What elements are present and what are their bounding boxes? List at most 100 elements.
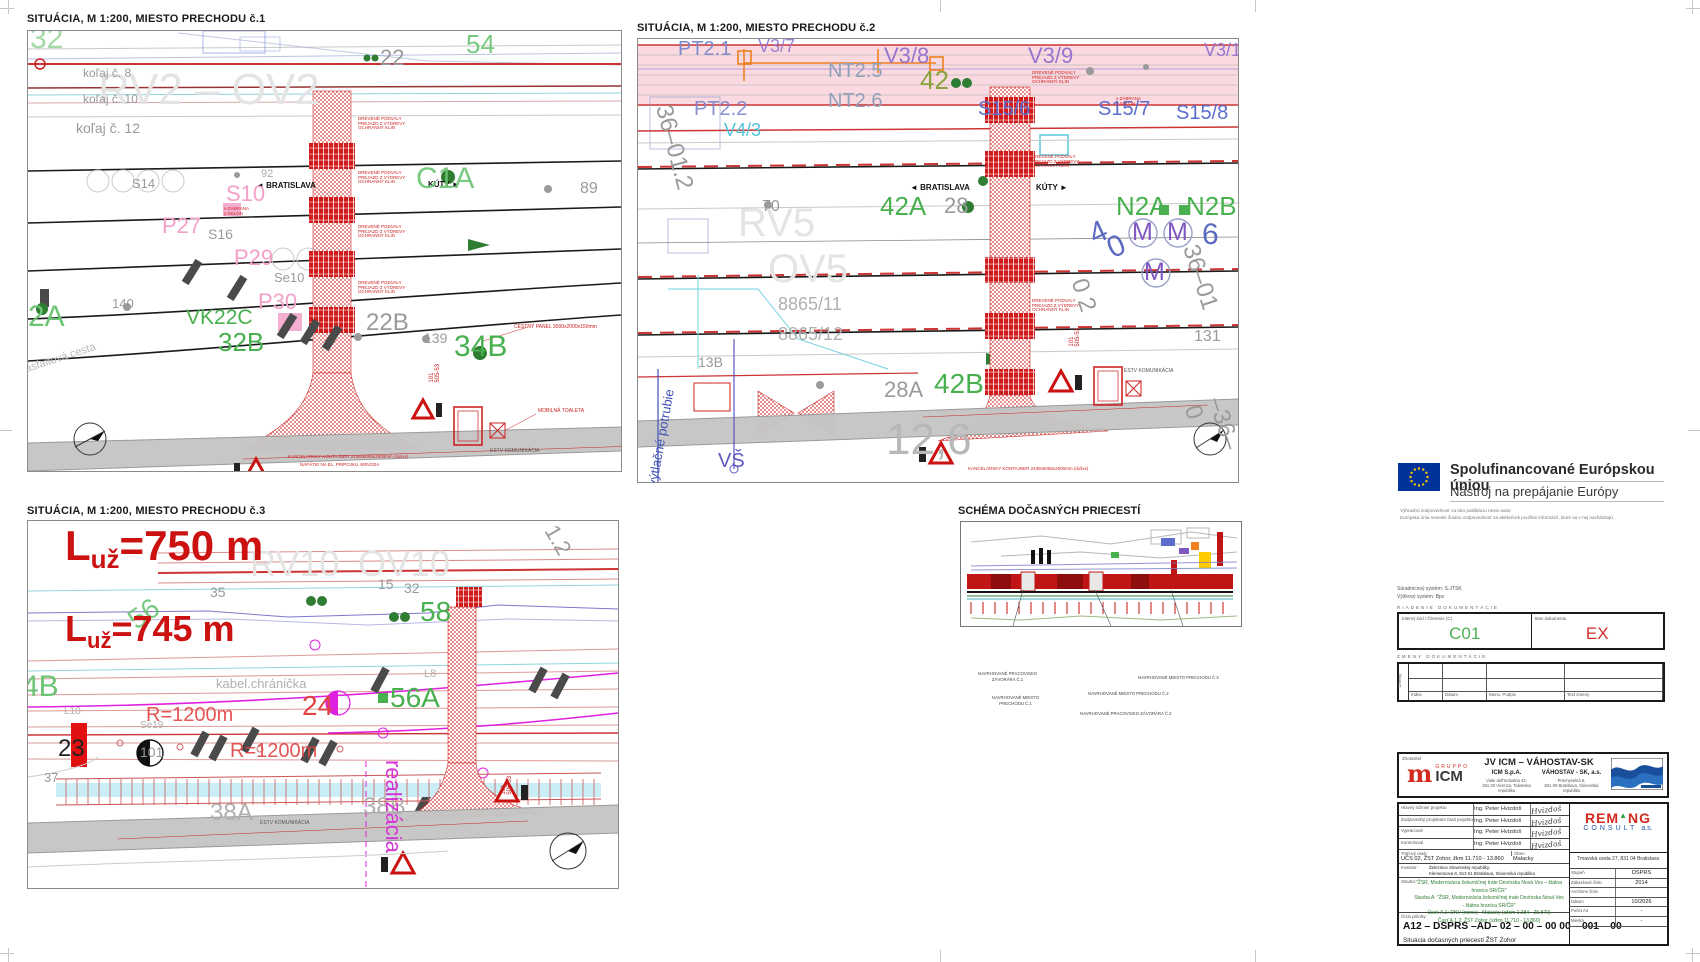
approval-row: Kontroloval Ing. Peter Hvizdoš Hvizdoš <box>1399 838 1569 850</box>
title-block-left: Hlavný inžinier projektu Ing. Peter Hviz… <box>1399 804 1622 944</box>
label-m3: M <box>1144 258 1165 286</box>
changes-col-name: Meno, Podpis <box>1487 691 1565 700</box>
crop-mark <box>8 0 9 14</box>
reming-as-text: a.s. <box>1641 824 1653 832</box>
approval-row: Hlavný inžinier projektu Ing. Peter Hviz… <box>1399 804 1569 816</box>
label-131: 131 <box>1194 328 1221 345</box>
label-42: 42 <box>920 65 949 95</box>
investor-value2: Klemensova 8, 813 61 Bratislava, Slovens… <box>1429 871 1535 876</box>
label-m1: M <box>1132 218 1153 246</box>
label-42b: 42B <box>934 368 984 399</box>
reming-triangle-icon: ▲ <box>1619 811 1629 820</box>
schema-title: SCHÉMA DOČASNÝCH PRIECESTÍ <box>958 505 1141 517</box>
callout-prechod-2: NAVRHOVANÉ MIESTO PRECHODU Č.2 <box>1088 691 1169 696</box>
field-row: Stupeň DSPRS <box>1569 869 1667 879</box>
label-s158: S15/8 <box>1176 102 1229 124</box>
ann-zabrana: x-ZÁBRANA y-SKLON <box>1116 96 1142 106</box>
label-s157: S15/7 <box>1098 98 1151 120</box>
internal-code-value: C01 <box>1449 624 1481 643</box>
crop-mark <box>1692 948 1693 962</box>
ann-drevene-podvaly: DREVENÉ PODVALY PREJAZD Z VÝDREVY OCHRAN… <box>358 116 406 131</box>
schema-drawing <box>961 522 1241 626</box>
role-label: Vypracoval <box>1399 827 1474 838</box>
plan3-panel: 35 RV10 OV10 15 32 58 56 1.2 kabel.chránička L8 24… <box>27 520 619 889</box>
doc-changes-header: ZMENY DOKUMENTÁCIE <box>1397 654 1488 659</box>
field-row: Mierka - <box>1569 916 1667 927</box>
label-6: 6 <box>1202 218 1219 251</box>
label-38a: 38A <box>210 799 253 826</box>
icm-company-addr1: Viale dell'Industria 42, <box>1486 777 1527 783</box>
investor-row: Investor: Železnice Slovenskej republiky… <box>1399 864 1569 878</box>
label-28a: 28A <box>884 377 924 402</box>
ghost-rv2-ov2: RV2 – OV2 <box>98 65 320 114</box>
document-code: A12 – DSPRS –AD– 02 – 00 – 00 00 – 001 –… <box>1403 921 1622 932</box>
doc-control-block: Súradnicový systém: S-JTSK Výškový systé… <box>1397 586 1665 702</box>
fold-mark <box>1255 950 1256 962</box>
label-nt26: NT2.6 <box>828 90 883 112</box>
label-8865-12: 8865/12 <box>778 324 844 344</box>
label-n2b: N2B <box>1186 191 1237 221</box>
ann-cestny-panel: CESTNÝ PANEL 3000x2000x150mm <box>514 324 597 330</box>
ann-drevene-podvaly: DREVENÉ PODVALY PREJAZD Z VÝDREVY OCHRAN… <box>1032 154 1080 169</box>
ann-stanicenie: 101 505-53 <box>1069 327 1082 347</box>
vahostav-company-addr1: Priemyselná 6, <box>1557 777 1586 783</box>
investor-label: Investor: <box>1401 865 1418 870</box>
label-nt25: NT2.5 <box>828 60 883 82</box>
ann-drevene-podvaly: DREVENÉ PODVALY PREJAZD Z VÝDREVY OCHRAN… <box>358 280 406 295</box>
track-12-label: koľaj č. 12 <box>76 120 141 136</box>
label-vk22c: VK22C <box>186 306 253 329</box>
divider <box>1450 481 1664 482</box>
label-s156: S15/6 <box>978 98 1031 120</box>
dir-bratislava: ◄ BRATISLAVA <box>910 183 970 192</box>
fold-mark <box>1255 0 1256 12</box>
changes-side-label: Zmeny <box>1397 664 1409 700</box>
ann-drevene-podvaly: DREVENÉ PODVALY PREJAZD Z VÝDREVY OCHRAN… <box>1032 298 1080 313</box>
label-s10: S10 <box>226 181 266 206</box>
changes-col-date: Dátum <box>1443 691 1487 700</box>
doc-state-label: Stav dokumentu <box>1534 616 1567 621</box>
field-row: Počet A4 - <box>1569 907 1667 917</box>
label-56a: 56A <box>390 682 440 713</box>
eu-funding-title: Spolufinancované Európskou úniou <box>1450 462 1655 494</box>
coord-system: Súradnicový systém: S-JTSK <box>1397 586 1462 592</box>
field-value: DSPRS <box>1631 870 1652 876</box>
municipality-label: Obec: <box>1511 851 1526 856</box>
changes-empty-cell <box>1487 664 1565 678</box>
label-pt22: PT2.2 <box>694 98 748 120</box>
ann-estv: ESTV KOMUNIKÁCIA <box>1124 368 1174 374</box>
label-p27: P27 <box>162 213 202 238</box>
label-92: 92 <box>261 168 274 180</box>
label-pt21: PT2.1 <box>678 38 732 60</box>
icm-company-addr2: 361 00 Vicenza, Talianska republika <box>1482 782 1531 793</box>
label-8865-11: 8865/11 <box>778 294 842 314</box>
doc-code-box: Interný kód / Členenie (C) C01 Stav doku… <box>1397 612 1665 650</box>
label-s14: S14 <box>132 176 156 191</box>
label-v37: V3/7 <box>758 38 796 56</box>
project-line: Stavba A: "ŽSR, Modernizácia železničnej… <box>1414 895 1564 909</box>
label-15: 15 <box>378 576 394 592</box>
plan2-panel: PT2.1 V3/7 NT2.5 NT2.6V3/842 V3/9 V3/10 S15/6 S… <box>637 38 1239 483</box>
label-22b: 22B <box>366 309 409 336</box>
plan3-title: SITUÁCIA, M 1:200, MIESTO PRECHODU č.3 <box>27 505 266 517</box>
dir-bratislava: ◄ BRATISLAVA <box>256 181 316 190</box>
label-c1a: C1A <box>416 162 475 195</box>
label-n2a: N2A <box>1116 191 1167 221</box>
municipality-value: Malacky <box>1513 856 1534 862</box>
field-value: 10/2026 <box>1631 898 1652 905</box>
schema-callouts: NAVRHOVANÉ PRACOVISKO ZÁVORÁRA Č.1 NAVRHO… <box>950 505 1250 720</box>
label-37: 37 <box>44 770 59 785</box>
vahostav-logo-icon <box>1611 758 1663 790</box>
project-row: Stavba: "ŽSR, Modernizácia železničnej t… <box>1399 878 1569 924</box>
field-label: Mierka <box>1569 916 1616 926</box>
label-r1200-2: R=1200m <box>230 740 318 762</box>
label-34b: 34B <box>454 330 508 363</box>
field-row: Dátum 10/2026 <box>1569 897 1667 908</box>
ann-kontajner: KANCELÁRSKY KONTAJNER 2438x6058x2500mm (… <box>968 466 1089 471</box>
icm-name-text: ICM <box>1435 768 1463 785</box>
ghost-rv10: RV10 <box>250 543 340 584</box>
eu-disclaimer-line2: Európska únia nenesie žiadnu zodpovednos… <box>1400 514 1615 520</box>
ghost-rv5: RV5 <box>738 201 816 245</box>
field-label: Stupeň <box>1569 869 1616 878</box>
field-value: - <box>1640 917 1643 924</box>
label-se10: Se10 <box>274 270 305 285</box>
